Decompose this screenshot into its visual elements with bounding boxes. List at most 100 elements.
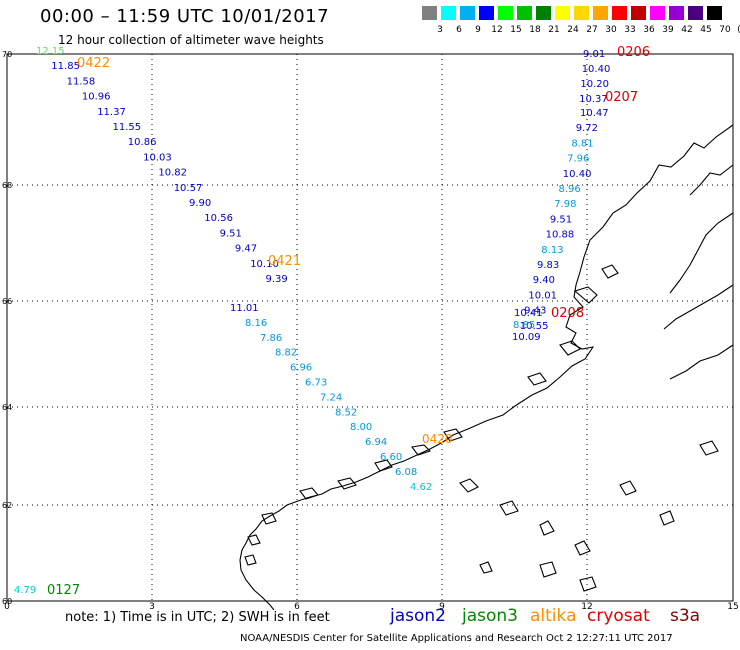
scale-swatch bbox=[460, 6, 475, 20]
swh-value: 8.81 bbox=[571, 138, 593, 149]
scale-swatch bbox=[555, 6, 570, 20]
swh-value: 10.82 bbox=[158, 168, 187, 179]
swh-value: 9.72 bbox=[576, 123, 598, 134]
scale-label: (ft) bbox=[736, 25, 740, 35]
scale-label: 33 bbox=[624, 25, 636, 35]
page-subtitle: 12 hour collection of altimeter wave hei… bbox=[58, 33, 324, 47]
scale-swatch bbox=[517, 6, 532, 20]
swh-value: 7.96 bbox=[567, 154, 589, 165]
swh-value: 11.01 bbox=[230, 303, 259, 314]
x-tick-label: 9 bbox=[439, 602, 445, 610]
swh-value: 6.73 bbox=[305, 378, 327, 389]
swh-value: 9.47 bbox=[235, 244, 257, 255]
swh-value: 7.24 bbox=[320, 392, 342, 403]
swh-value: 9.01 bbox=[583, 49, 605, 60]
y-tick-label: 64 bbox=[2, 403, 12, 412]
swh-value: 10.09 bbox=[512, 332, 541, 343]
scale-swatch bbox=[479, 6, 494, 20]
scale-swatch bbox=[574, 6, 589, 20]
swh-value: 4.62 bbox=[410, 482, 432, 493]
swh-value: 10.55 bbox=[520, 321, 549, 332]
swh-value: 11.37 bbox=[97, 107, 126, 118]
swh-value: 11.85 bbox=[51, 61, 80, 72]
scale-label: 39 bbox=[662, 25, 674, 35]
x-tick-label: 3 bbox=[149, 602, 155, 610]
satellite-altika: altika bbox=[530, 606, 577, 626]
swh-value: 10.41 bbox=[514, 308, 543, 319]
swh-value: 7.86 bbox=[260, 333, 282, 344]
scale-swatch bbox=[593, 6, 608, 20]
track-0421: 11.01 8.16 7.86 8.82 6.96 6.73 7.24 8.52 8.00 6.9… bbox=[230, 254, 453, 493]
pass-id-label: 0207 bbox=[605, 90, 638, 105]
satellite-s3a: s3a bbox=[670, 606, 701, 626]
swh-value: 10.40 bbox=[563, 169, 592, 180]
y-tick-label: 70 bbox=[2, 50, 12, 59]
scale-swatch bbox=[536, 6, 551, 20]
scale-swatch bbox=[498, 6, 513, 20]
swh-value: 9.51 bbox=[220, 228, 242, 239]
y-tick-label: 62 bbox=[2, 501, 12, 510]
swh-value: 8.52 bbox=[335, 407, 357, 418]
x-tick-label: 12 bbox=[581, 602, 592, 610]
swh-value: 10.86 bbox=[128, 137, 157, 148]
swh-value: 4.79 bbox=[14, 585, 36, 596]
pass-id-label: 0420 bbox=[422, 432, 453, 446]
swh-value: 6.94 bbox=[365, 437, 387, 448]
satellite-cryosat: cryosat bbox=[587, 606, 650, 626]
map-frame bbox=[6, 53, 734, 602]
swh-value: 10.96 bbox=[82, 92, 111, 103]
scale-label: 30 bbox=[605, 25, 617, 35]
swh-value: 9.83 bbox=[537, 260, 559, 271]
lat-lon-grid bbox=[7, 54, 733, 601]
swh-value: 8.96 bbox=[559, 184, 581, 195]
credit-line: NOAA/NESDIS Center for Satellite Applica… bbox=[240, 633, 673, 644]
scale-swatch bbox=[441, 6, 456, 20]
scale-label: 21 bbox=[548, 25, 560, 35]
scale-swatch bbox=[669, 6, 684, 20]
track-0207: 10.47 9.72 8.81 7.96 10.40 8.96 7.98 9.51 10.88 8… bbox=[520, 90, 638, 332]
x-tick-label: 15 bbox=[727, 602, 738, 610]
swh-value: 11.58 bbox=[67, 76, 96, 87]
pass-id-label: 0206 bbox=[617, 45, 650, 60]
scale-swatch bbox=[707, 6, 722, 20]
scale-swatch bbox=[631, 6, 646, 20]
swh-value: 9.51 bbox=[550, 214, 572, 225]
swh-value: 10.03 bbox=[143, 152, 172, 163]
swh-value: 6.08 bbox=[395, 467, 417, 478]
scale-swatch bbox=[612, 6, 627, 20]
swh-value: 8.82 bbox=[275, 348, 297, 359]
scale-label: 24 bbox=[567, 25, 579, 35]
swh-value: 8.16 bbox=[245, 318, 267, 329]
scale-label: 6 bbox=[456, 25, 462, 35]
pass-id-label: 0208 bbox=[551, 306, 584, 321]
y-tick-label: 66 bbox=[2, 297, 12, 306]
scale-label: 12 bbox=[491, 25, 503, 35]
swh-value: 10.20 bbox=[580, 79, 609, 90]
scale-label: 15 bbox=[510, 25, 522, 35]
swh-value: 10.57 bbox=[174, 183, 203, 194]
altimeter-tracks: 12.15 11.85 11.58 10.96 11.37 11.55 10.86 10.03… bbox=[14, 45, 650, 598]
x-tick-label: 0 bbox=[4, 602, 10, 610]
pass-id-label: 0421 bbox=[268, 254, 301, 269]
swh-value: 6.60 bbox=[380, 452, 402, 463]
swh-value: 10.47 bbox=[580, 108, 609, 119]
swh-value: 9.90 bbox=[189, 198, 211, 209]
swh-value: 10.37 bbox=[579, 94, 608, 105]
x-tick-label: 6 bbox=[294, 602, 300, 610]
track-0206: 9.01 10.40 10.20 10.37 0206 bbox=[579, 45, 650, 105]
swh-value: 9.43 bbox=[524, 306, 546, 317]
y-tick-label: 60 bbox=[2, 597, 12, 606]
satellite-jason3: jason3 bbox=[462, 606, 518, 626]
swh-value: 7.98 bbox=[554, 199, 576, 210]
page-title: 00:00 – 11:59 UTC 10/01/2017 bbox=[40, 6, 330, 27]
pass-id-label: 0422 bbox=[77, 56, 110, 71]
scale-label: 70 bbox=[719, 25, 731, 35]
scale-label: 42 bbox=[681, 25, 693, 35]
scale-label: 45 bbox=[700, 25, 712, 35]
scale-label: 18 bbox=[529, 25, 541, 35]
track-0422: 12.15 11.85 11.58 10.96 11.37 11.55 10.86 10.03… bbox=[36, 46, 288, 285]
swh-value: 6.96 bbox=[290, 363, 312, 374]
scale-label: 36 bbox=[643, 25, 655, 35]
swh-value: 12.15 bbox=[36, 46, 65, 57]
track-0127: 4.79 0127 bbox=[14, 583, 80, 598]
